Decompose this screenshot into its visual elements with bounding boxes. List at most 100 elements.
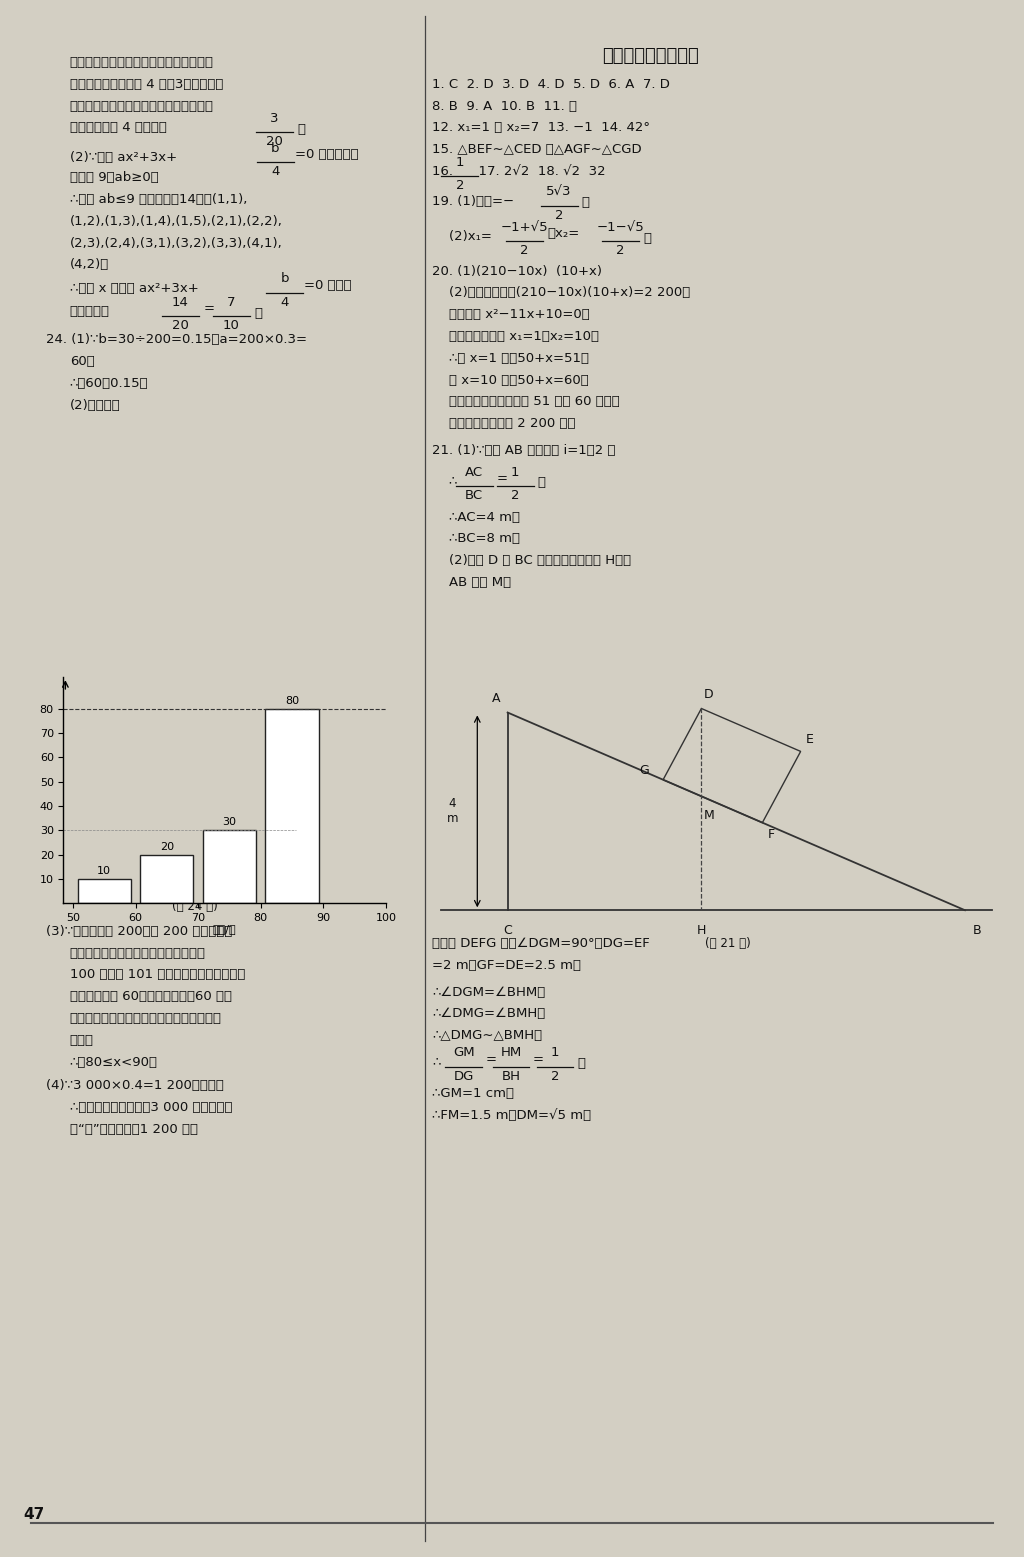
Text: (4)∵3 000×0.4=1 200（人），: (4)∵3 000×0.4=1 200（人）， bbox=[46, 1079, 224, 1091]
Text: ∴GM=1 cm，: ∴GM=1 cm， bbox=[432, 1087, 514, 1099]
Text: ∴该校参加这次比赛的3 000 名学生中成: ∴该校参加这次比赛的3 000 名学生中成 bbox=[70, 1101, 232, 1113]
Text: 1: 1 bbox=[456, 156, 464, 168]
Text: (2)x₁=: (2)x₁= bbox=[432, 230, 492, 243]
Text: 。: 。 bbox=[254, 307, 262, 319]
Text: BH: BH bbox=[502, 1070, 520, 1082]
Text: ∴△DMG∼△BMH。: ∴△DMG∼△BMH。 bbox=[432, 1029, 543, 1042]
Text: ，x₂=: ，x₂= bbox=[548, 227, 580, 240]
Text: 20: 20 bbox=[266, 135, 283, 148]
Text: M: M bbox=[705, 808, 715, 822]
Text: 10: 10 bbox=[223, 319, 240, 332]
Text: 3: 3 bbox=[270, 112, 279, 125]
Text: 60，: 60， bbox=[70, 355, 94, 367]
Text: 绩“优”等的大约有1 200 人。: 绩“优”等的大约有1 200 人。 bbox=[70, 1123, 198, 1135]
Text: −1+√5: −1+√5 bbox=[501, 221, 548, 234]
Text: =: = bbox=[497, 472, 508, 484]
Text: =: = bbox=[204, 302, 215, 315]
Text: (2)根据题意，得(210−10x)(10+x)=2 200，: (2)根据题意，得(210−10x)(10+x)=2 200， bbox=[432, 286, 690, 299]
Text: 4
m: 4 m bbox=[446, 797, 459, 825]
Text: 当 x=10 时，50+x=60。: 当 x=10 时，50+x=60。 bbox=[432, 374, 589, 386]
Text: 的数字之积为 4 的概率为: 的数字之积为 4 的概率为 bbox=[70, 121, 167, 134]
Text: 14: 14 bbox=[172, 296, 188, 308]
Text: 47: 47 bbox=[24, 1507, 44, 1523]
Text: 小到大的顺序排列后最中间的两数为第: 小到大的顺序排列后最中间的两数为第 bbox=[70, 947, 206, 959]
Text: 4: 4 bbox=[271, 165, 280, 177]
Text: 组数据之和为 60，第四组数据有60 个，: 组数据之和为 60，第四组数据有60 个， bbox=[70, 990, 231, 1003]
Text: ∴∠DMG=∠BMH，: ∴∠DMG=∠BMH， bbox=[432, 1007, 546, 1020]
Bar bbox=[78, 878, 131, 903]
Text: 2: 2 bbox=[616, 244, 625, 257]
Text: 2: 2 bbox=[511, 489, 519, 501]
Text: 4: 4 bbox=[281, 296, 289, 308]
Text: 。: 。 bbox=[643, 232, 651, 244]
Text: 80: 80 bbox=[285, 696, 299, 705]
Text: 条件是 9－ab≥0，: 条件是 9－ab≥0， bbox=[70, 171, 159, 184]
Text: (2)过点 D 作 BC 的垂线，垂足为点 H，交: (2)过点 D 作 BC 的垂线，垂足为点 H，交 bbox=[432, 554, 631, 567]
Text: 100 个和第 101 个数据的平均数，而前三: 100 个和第 101 个数据的平均数，而前三 bbox=[70, 968, 245, 981]
Text: 15. △BEF∼△CED 或△AGF∼△CGD: 15. △BEF∼△CED 或△AGF∼△CGD bbox=[432, 143, 642, 156]
Bar bbox=[140, 855, 194, 903]
Text: 该组，: 该组， bbox=[70, 1034, 93, 1046]
Text: 21. (1)∵斜坡 AB 的坡度为 i=1：2 ，: 21. (1)∵斜坡 AB 的坡度为 i=1：2 ， bbox=[432, 444, 615, 456]
Text: 2: 2 bbox=[520, 244, 528, 257]
Text: 7: 7 bbox=[227, 296, 236, 308]
Text: DG: DG bbox=[454, 1070, 474, 1082]
Text: −1−√5: −1−√5 bbox=[597, 221, 644, 234]
Text: (1,2),(1,3),(1,4),(1,5),(2,1),(2,2),: (1,2),(1,3),(1,4),(1,5),(2,1),(2,2), bbox=[70, 215, 283, 227]
Text: b: b bbox=[271, 142, 280, 154]
Text: 指区域的数字之积为 4 的有3种情况，故: 指区域的数字之积为 4 的有3种情况，故 bbox=[70, 78, 223, 90]
Text: ∴BC=8 m；: ∴BC=8 m； bbox=[432, 532, 520, 545]
Text: H: H bbox=[696, 923, 707, 937]
Text: 1: 1 bbox=[551, 1046, 559, 1059]
Text: 8. B  9. A  10. B  11. ＜: 8. B 9. A 10. B 11. ＜ bbox=[432, 100, 578, 112]
Text: (4,2)。: (4,2)。 bbox=[70, 258, 109, 271]
Text: 。: 。 bbox=[538, 476, 546, 489]
Text: 。: 。 bbox=[297, 123, 305, 135]
Text: 每个月的利润恰为 2 200 元。: 每个月的利润恰为 2 200 元。 bbox=[432, 417, 575, 430]
Text: ∴FM=1.5 m，DM=√5 m。: ∴FM=1.5 m，DM=√5 m。 bbox=[432, 1109, 591, 1121]
Text: 解这个方程，得 x₁=1，x₂=10。: 解这个方程，得 x₁=1，x₂=10。 bbox=[432, 330, 599, 343]
Text: (2,3),(2,4),(3,1),(3,2),(3,3),(4,1),: (2,3),(2,4),(3,1),(3,2),(3,3),(4,1), bbox=[70, 237, 283, 249]
Text: 相同，正四面体着地的数字与转盘指针所: 相同，正四面体着地的数字与转盘指针所 bbox=[70, 56, 214, 69]
Text: 5√3: 5√3 bbox=[547, 185, 571, 198]
Text: ∴当 x=1 时，50+x=51；: ∴当 x=1 时，50+x=51； bbox=[432, 352, 589, 364]
Text: A: A bbox=[493, 693, 501, 705]
Text: (第 24 题): (第 24 题) bbox=[172, 900, 217, 912]
Text: ∴塡60、0.15。: ∴塡60、0.15。 bbox=[70, 377, 148, 389]
Text: ∴关于 x 的方程 ax²+3x+: ∴关于 x 的方程 ax²+3x+ bbox=[70, 282, 199, 294]
Text: 。: 。 bbox=[578, 1057, 586, 1070]
Text: F: F bbox=[768, 828, 775, 841]
Text: (2)如下图：: (2)如下图： bbox=[70, 399, 121, 411]
Text: AC: AC bbox=[465, 466, 483, 478]
Text: D: D bbox=[705, 688, 714, 701]
Text: =0 有实数: =0 有实数 bbox=[304, 279, 352, 291]
X-axis label: 成绩/分: 成绩/分 bbox=[213, 925, 237, 934]
Text: 2: 2 bbox=[456, 179, 464, 192]
Text: GM: GM bbox=[453, 1046, 475, 1059]
Text: 。: 。 bbox=[582, 196, 590, 209]
Text: G: G bbox=[640, 764, 649, 777]
Text: ∴AC=4 m，: ∴AC=4 m， bbox=[432, 511, 520, 523]
Text: =2 m，GF=DE=2.5 m。: =2 m，GF=DE=2.5 m。 bbox=[432, 959, 582, 972]
Text: (2)∵方程 ax²+3x+: (2)∵方程 ax²+3x+ bbox=[70, 151, 177, 163]
Bar bbox=[265, 708, 318, 903]
Text: 2: 2 bbox=[551, 1070, 559, 1082]
Bar bbox=[203, 830, 256, 903]
Text: 1: 1 bbox=[511, 466, 519, 478]
Text: 当每件商品的售价定为 51 元或 60 元时，: 当每件商品的售价定为 51 元或 60 元时， bbox=[432, 395, 620, 408]
Text: 整理，得 x²−11x+10=0。: 整理，得 x²−11x+10=0。 bbox=[432, 308, 590, 321]
Text: =0 有实数根的: =0 有实数根的 bbox=[295, 148, 358, 160]
Text: ∴: ∴ bbox=[432, 1056, 440, 1068]
Text: ∴满足 ab≤9 的结果共有14种：(1,1),: ∴满足 ab≤9 的结果共有14种：(1,1), bbox=[70, 193, 247, 206]
Text: =: = bbox=[532, 1053, 544, 1065]
Text: =: = bbox=[485, 1053, 497, 1065]
Text: 根的概率为: 根的概率为 bbox=[70, 305, 110, 318]
Text: 12. x₁=1 或 x₂=7  13. −1  14. 42°: 12. x₁=1 或 x₂=7 13. −1 14. 42° bbox=[432, 121, 650, 134]
Text: 19. (1)原式=−: 19. (1)原式=− bbox=[432, 195, 514, 207]
Text: (第 21 题): (第 21 题) bbox=[706, 937, 751, 950]
Text: HM: HM bbox=[501, 1046, 521, 1059]
Text: 24. (1)∵b=30÷200=0.15，a=200×0.3=: 24. (1)∵b=30÷200=0.15，a=200×0.3= bbox=[46, 333, 307, 346]
Text: 20: 20 bbox=[160, 842, 174, 852]
Text: 20. (1)(210−10x)  (10+x): 20. (1)(210−10x) (10+x) bbox=[432, 265, 602, 277]
Text: 2: 2 bbox=[555, 209, 563, 221]
